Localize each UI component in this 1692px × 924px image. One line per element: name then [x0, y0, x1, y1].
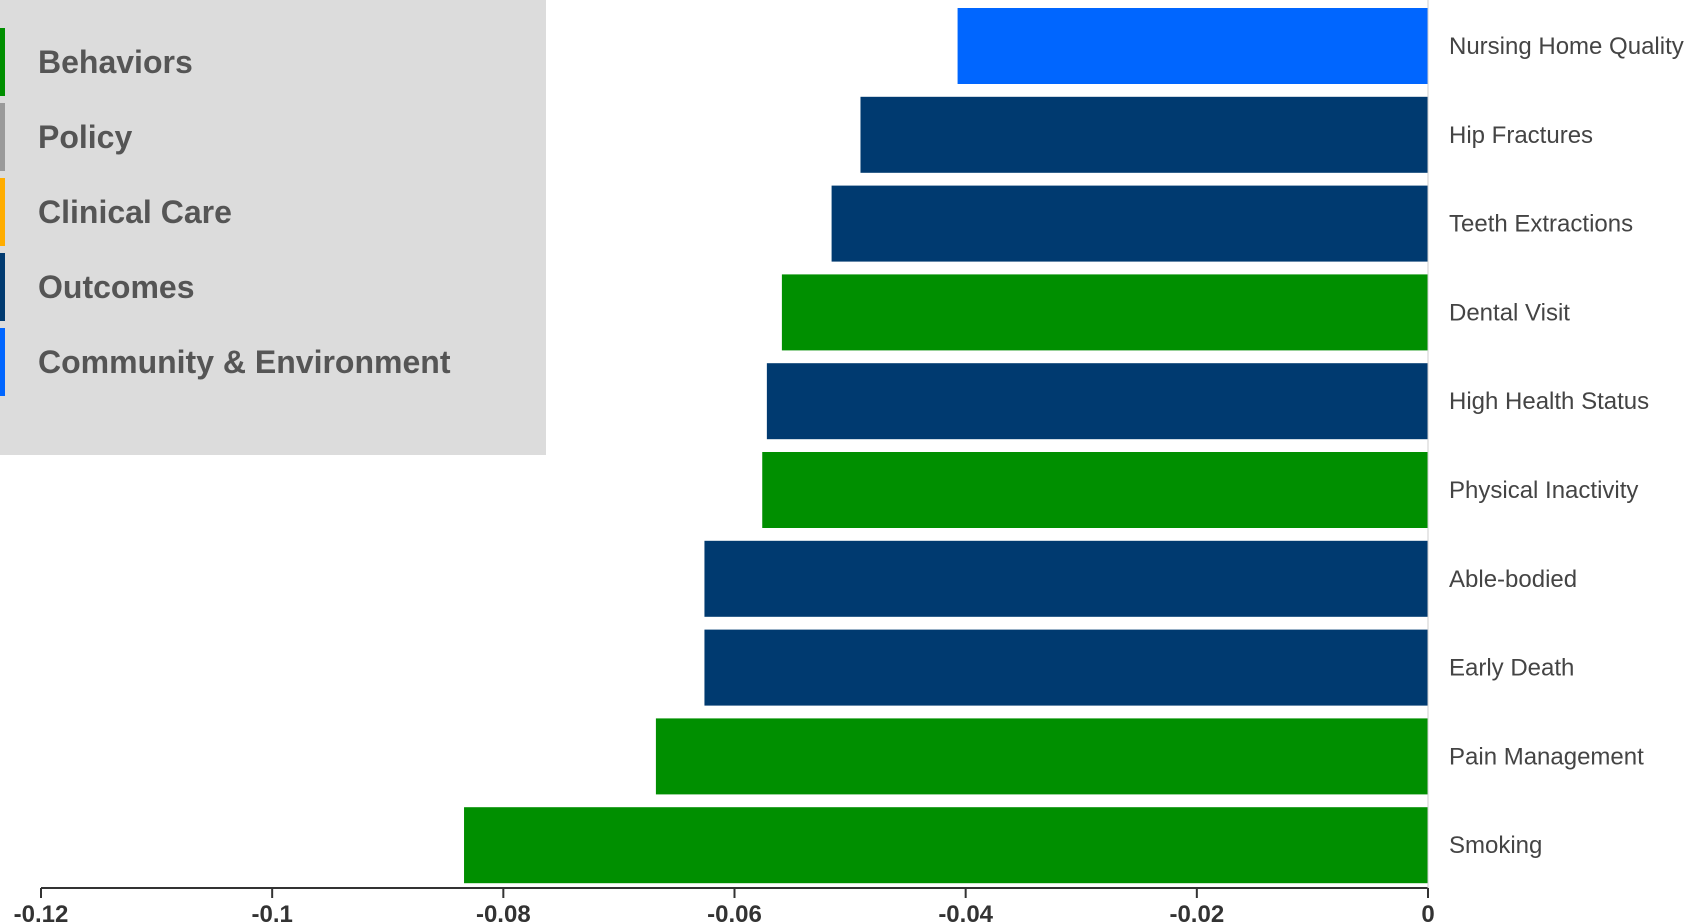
bar-hip-fractures — [860, 96, 1428, 173]
legend-item-behaviors: Behaviors — [0, 28, 546, 96]
bar-nursing-home-quality — [957, 8, 1428, 84]
legend-label: Outcomes — [38, 269, 195, 305]
bar-smoking — [464, 807, 1428, 884]
x-tick-label: -0.04 — [938, 901, 993, 924]
category-label: High Health Status — [1449, 388, 1649, 415]
bar-teeth-extractions — [831, 185, 1428, 262]
category-label: Teeth Extractions — [1449, 211, 1633, 238]
category-label: Pain Management — [1449, 743, 1644, 770]
bar-high-health-status — [766, 363, 1428, 440]
category-label: Nursing Home Quality — [1449, 33, 1684, 60]
category-label: Hip Fractures — [1449, 122, 1593, 149]
category-label: Able-bodied — [1449, 566, 1577, 593]
x-tick-label: -0.02 — [1169, 901, 1224, 924]
legend-swatch — [0, 103, 5, 171]
category-label: Early Death — [1449, 655, 1574, 682]
legend-item-community-environment: Community & Environment — [0, 328, 546, 396]
category-labels: Nursing Home Quality Hip Fractures Teeth E… — [1449, 33, 1684, 859]
legend-label: Clinical Care — [38, 194, 232, 230]
legend-item-policy: Policy — [0, 103, 546, 171]
x-tick-label: 0 — [1421, 901, 1434, 924]
legend-swatch — [0, 253, 5, 321]
x-tick-label: -0.1 — [251, 901, 292, 924]
category-label: Smoking — [1449, 832, 1542, 859]
legend-label: Community & Environment — [38, 344, 451, 380]
bar-early-death — [704, 629, 1428, 706]
bar-physical-inactivity — [762, 452, 1428, 528]
category-label: Dental Visit — [1449, 299, 1570, 326]
legend-item-clinical-care: Clinical Care — [0, 178, 546, 246]
legend-label: Policy — [38, 119, 133, 155]
bar-dental-visit — [781, 274, 1428, 351]
legend-label: Behaviors — [38, 44, 193, 80]
x-axis: -0.12 -0.1 -0.08 -0.06 -0.04 -0.02 0 — [14, 0, 1435, 924]
legend-item-outcomes: Outcomes — [0, 253, 546, 321]
x-tick-label: -0.06 — [707, 901, 762, 924]
bar-pain-management — [655, 718, 1428, 795]
bar-able-bodied — [704, 540, 1428, 617]
legend: Behaviors Policy Clinical Care Outcomes … — [0, 0, 546, 455]
bars-group — [464, 8, 1428, 884]
category-label: Physical Inactivity — [1449, 477, 1638, 504]
legend-swatch — [0, 328, 5, 396]
legend-swatch — [0, 178, 5, 246]
legend-swatch — [0, 28, 5, 96]
x-tick-label: -0.08 — [476, 901, 531, 924]
x-tick-label: -0.12 — [14, 901, 69, 924]
